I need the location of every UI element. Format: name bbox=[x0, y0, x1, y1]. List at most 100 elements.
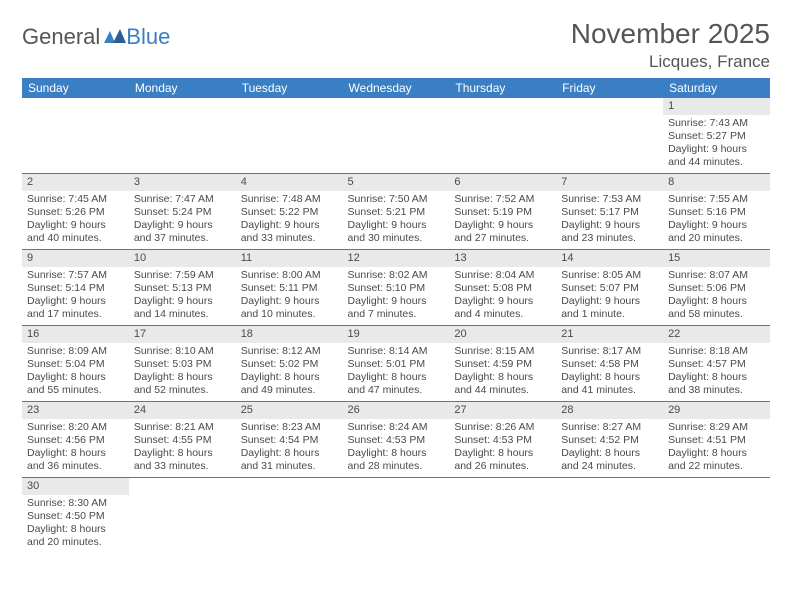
day-sunrise: Sunrise: 8:15 AM bbox=[454, 345, 551, 358]
day-sunrise: Sunrise: 8:24 AM bbox=[348, 421, 445, 434]
day-sunset: Sunset: 5:16 PM bbox=[668, 206, 765, 219]
day-sunrise: Sunrise: 7:43 AM bbox=[668, 117, 765, 130]
calendar-day-cell: 26Sunrise: 8:24 AMSunset: 4:53 PMDayligh… bbox=[343, 402, 450, 478]
calendar-table: Sunday Monday Tuesday Wednesday Thursday… bbox=[22, 78, 770, 553]
day-day2: and 33 minutes. bbox=[134, 460, 231, 473]
day-day1: Daylight: 9 hours bbox=[134, 295, 231, 308]
day-sunrise: Sunrise: 8:12 AM bbox=[241, 345, 338, 358]
day-sunrise: Sunrise: 8:26 AM bbox=[454, 421, 551, 434]
day-sunset: Sunset: 5:19 PM bbox=[454, 206, 551, 219]
day-sunset: Sunset: 5:13 PM bbox=[134, 282, 231, 295]
day-day1: Daylight: 9 hours bbox=[561, 219, 658, 232]
day-number bbox=[129, 478, 236, 495]
day-day1: Daylight: 9 hours bbox=[241, 295, 338, 308]
day-sunset: Sunset: 5:03 PM bbox=[134, 358, 231, 371]
day-day2: and 24 minutes. bbox=[561, 460, 658, 473]
day-day2: and 47 minutes. bbox=[348, 384, 445, 397]
weekday-header-row: Sunday Monday Tuesday Wednesday Thursday… bbox=[22, 78, 770, 98]
calendar-day-cell: 2Sunrise: 7:45 AMSunset: 5:26 PMDaylight… bbox=[22, 174, 129, 250]
calendar-week-row: 9Sunrise: 7:57 AMSunset: 5:14 PMDaylight… bbox=[22, 250, 770, 326]
day-sunrise: Sunrise: 7:59 AM bbox=[134, 269, 231, 282]
calendar-day-cell: 22Sunrise: 8:18 AMSunset: 4:57 PMDayligh… bbox=[663, 326, 770, 402]
day-sunrise: Sunrise: 8:05 AM bbox=[561, 269, 658, 282]
day-number: 23 bbox=[22, 402, 129, 419]
day-number bbox=[236, 478, 343, 495]
day-number bbox=[449, 98, 556, 115]
day-number: 7 bbox=[556, 174, 663, 191]
day-number: 16 bbox=[22, 326, 129, 343]
day-details: Sunrise: 8:04 AMSunset: 5:08 PMDaylight:… bbox=[449, 267, 556, 325]
calendar-day-cell: 17Sunrise: 8:10 AMSunset: 5:03 PMDayligh… bbox=[129, 326, 236, 402]
day-details: Sunrise: 8:17 AMSunset: 4:58 PMDaylight:… bbox=[556, 343, 663, 401]
day-number bbox=[22, 98, 129, 115]
day-day1: Daylight: 8 hours bbox=[27, 447, 124, 460]
day-number: 24 bbox=[129, 402, 236, 419]
day-details: Sunrise: 8:05 AMSunset: 5:07 PMDaylight:… bbox=[556, 267, 663, 325]
day-sunset: Sunset: 5:14 PM bbox=[27, 282, 124, 295]
day-day1: Daylight: 8 hours bbox=[561, 371, 658, 384]
day-day2: and 10 minutes. bbox=[241, 308, 338, 321]
day-details: Sunrise: 8:20 AMSunset: 4:56 PMDaylight:… bbox=[22, 419, 129, 477]
day-day2: and 44 minutes. bbox=[668, 156, 765, 169]
day-details: Sunrise: 8:10 AMSunset: 5:03 PMDaylight:… bbox=[129, 343, 236, 401]
day-day1: Daylight: 9 hours bbox=[348, 295, 445, 308]
calendar-day-cell bbox=[449, 478, 556, 554]
day-day1: Daylight: 9 hours bbox=[561, 295, 658, 308]
day-sunrise: Sunrise: 7:50 AM bbox=[348, 193, 445, 206]
day-sunrise: Sunrise: 8:20 AM bbox=[27, 421, 124, 434]
day-day1: Daylight: 9 hours bbox=[134, 219, 231, 232]
day-details: Sunrise: 8:26 AMSunset: 4:53 PMDaylight:… bbox=[449, 419, 556, 477]
day-number: 6 bbox=[449, 174, 556, 191]
day-sunrise: Sunrise: 8:30 AM bbox=[27, 497, 124, 510]
calendar-day-cell: 1Sunrise: 7:43 AMSunset: 5:27 PMDaylight… bbox=[663, 98, 770, 174]
day-day1: Daylight: 8 hours bbox=[27, 371, 124, 384]
day-day2: and 27 minutes. bbox=[454, 232, 551, 245]
calendar-day-cell: 25Sunrise: 8:23 AMSunset: 4:54 PMDayligh… bbox=[236, 402, 343, 478]
day-sunrise: Sunrise: 8:17 AM bbox=[561, 345, 658, 358]
day-details: Sunrise: 8:14 AMSunset: 5:01 PMDaylight:… bbox=[343, 343, 450, 401]
day-day2: and 7 minutes. bbox=[348, 308, 445, 321]
day-number bbox=[663, 478, 770, 495]
day-sunset: Sunset: 4:53 PM bbox=[454, 434, 551, 447]
day-details: Sunrise: 7:45 AMSunset: 5:26 PMDaylight:… bbox=[22, 191, 129, 249]
day-day1: Daylight: 9 hours bbox=[348, 219, 445, 232]
day-number: 5 bbox=[343, 174, 450, 191]
weekday-header: Thursday bbox=[449, 78, 556, 98]
logo-text-general: General bbox=[22, 24, 100, 50]
calendar-day-cell: 21Sunrise: 8:17 AMSunset: 4:58 PMDayligh… bbox=[556, 326, 663, 402]
day-day2: and 52 minutes. bbox=[134, 384, 231, 397]
day-number: 11 bbox=[236, 250, 343, 267]
day-day1: Daylight: 9 hours bbox=[454, 295, 551, 308]
day-details: Sunrise: 8:00 AMSunset: 5:11 PMDaylight:… bbox=[236, 267, 343, 325]
day-sunrise: Sunrise: 7:57 AM bbox=[27, 269, 124, 282]
flag-icon bbox=[104, 29, 126, 45]
day-day2: and 40 minutes. bbox=[27, 232, 124, 245]
day-details: Sunrise: 8:02 AMSunset: 5:10 PMDaylight:… bbox=[343, 267, 450, 325]
day-sunset: Sunset: 4:53 PM bbox=[348, 434, 445, 447]
day-day1: Daylight: 8 hours bbox=[241, 447, 338, 460]
day-sunset: Sunset: 5:08 PM bbox=[454, 282, 551, 295]
day-sunset: Sunset: 5:26 PM bbox=[27, 206, 124, 219]
day-sunrise: Sunrise: 8:04 AM bbox=[454, 269, 551, 282]
day-day1: Daylight: 8 hours bbox=[668, 447, 765, 460]
day-number bbox=[236, 98, 343, 115]
weekday-header: Friday bbox=[556, 78, 663, 98]
day-details: Sunrise: 7:59 AMSunset: 5:13 PMDaylight:… bbox=[129, 267, 236, 325]
day-day2: and 23 minutes. bbox=[561, 232, 658, 245]
day-sunset: Sunset: 4:58 PM bbox=[561, 358, 658, 371]
calendar-day-cell bbox=[236, 478, 343, 554]
weekday-header: Sunday bbox=[22, 78, 129, 98]
calendar-day-cell: 8Sunrise: 7:55 AMSunset: 5:16 PMDaylight… bbox=[663, 174, 770, 250]
day-details: Sunrise: 7:47 AMSunset: 5:24 PMDaylight:… bbox=[129, 191, 236, 249]
day-day2: and 55 minutes. bbox=[27, 384, 124, 397]
day-sunrise: Sunrise: 7:48 AM bbox=[241, 193, 338, 206]
calendar-day-cell: 14Sunrise: 8:05 AMSunset: 5:07 PMDayligh… bbox=[556, 250, 663, 326]
day-sunset: Sunset: 4:50 PM bbox=[27, 510, 124, 523]
calendar-day-cell: 29Sunrise: 8:29 AMSunset: 4:51 PMDayligh… bbox=[663, 402, 770, 478]
day-number: 10 bbox=[129, 250, 236, 267]
day-details: Sunrise: 8:21 AMSunset: 4:55 PMDaylight:… bbox=[129, 419, 236, 477]
day-number: 26 bbox=[343, 402, 450, 419]
day-sunset: Sunset: 5:22 PM bbox=[241, 206, 338, 219]
weekday-header: Monday bbox=[129, 78, 236, 98]
day-sunrise: Sunrise: 8:07 AM bbox=[668, 269, 765, 282]
